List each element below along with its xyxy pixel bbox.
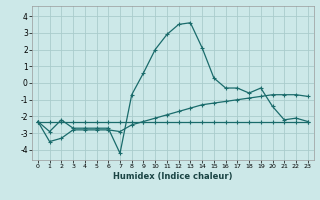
X-axis label: Humidex (Indice chaleur): Humidex (Indice chaleur) <box>113 172 233 181</box>
